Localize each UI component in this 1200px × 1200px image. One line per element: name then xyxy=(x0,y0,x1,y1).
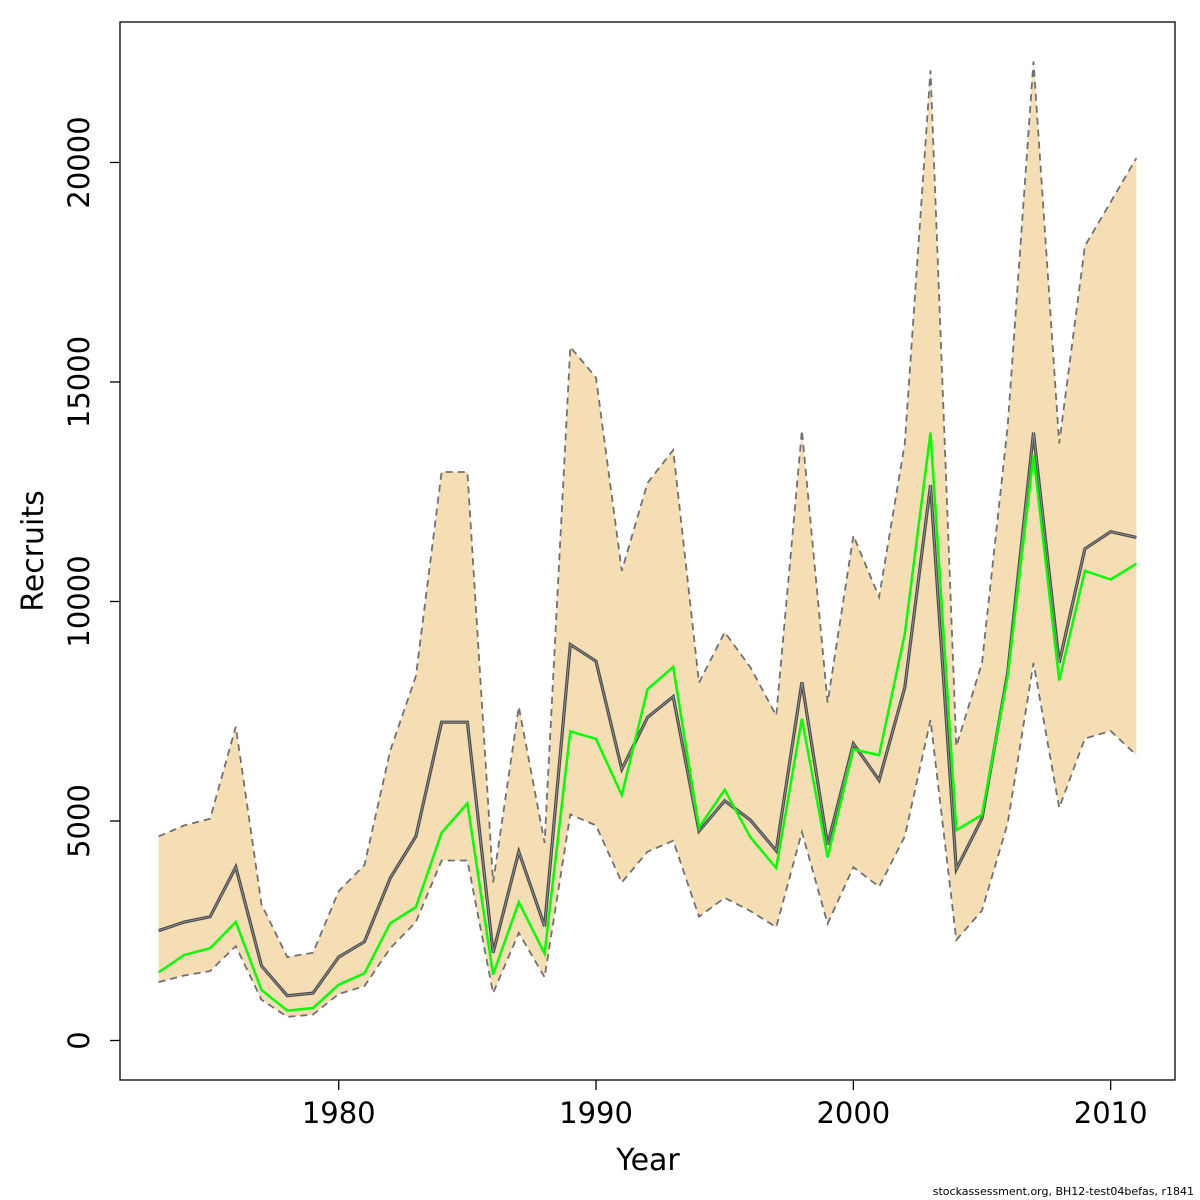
upper-bound-line xyxy=(158,61,1138,959)
x-tick-label: 2010 xyxy=(1074,1096,1148,1130)
plot-area xyxy=(157,61,1138,1018)
footer-credit: stockassessment.org, BH12-test04befas, r… xyxy=(932,1185,1194,1198)
true-line xyxy=(157,432,1138,1012)
estimate-line-inner xyxy=(158,432,1137,997)
y-tick-label: 15000 xyxy=(62,336,96,428)
y-tick-label: 0 xyxy=(62,1031,96,1049)
axes: 1980 1990 2000 2010 0 5000 10000 15000 20000 xyxy=(62,116,1148,1130)
x-tick-label: 2000 xyxy=(816,1096,890,1130)
lower-bound-line xyxy=(158,662,1138,1018)
plot-frame xyxy=(119,21,1176,1081)
y-tick-label: 10000 xyxy=(62,555,96,647)
confidence-band xyxy=(158,61,1137,1017)
x-tick-label: 1980 xyxy=(302,1096,376,1130)
y-tick-label: 20000 xyxy=(62,116,96,208)
y-tick-label: 5000 xyxy=(62,784,96,858)
x-tick-label: 1990 xyxy=(559,1096,633,1130)
x-axis-title: Year xyxy=(615,1143,680,1178)
y-axis-title: Recruits xyxy=(16,490,51,612)
